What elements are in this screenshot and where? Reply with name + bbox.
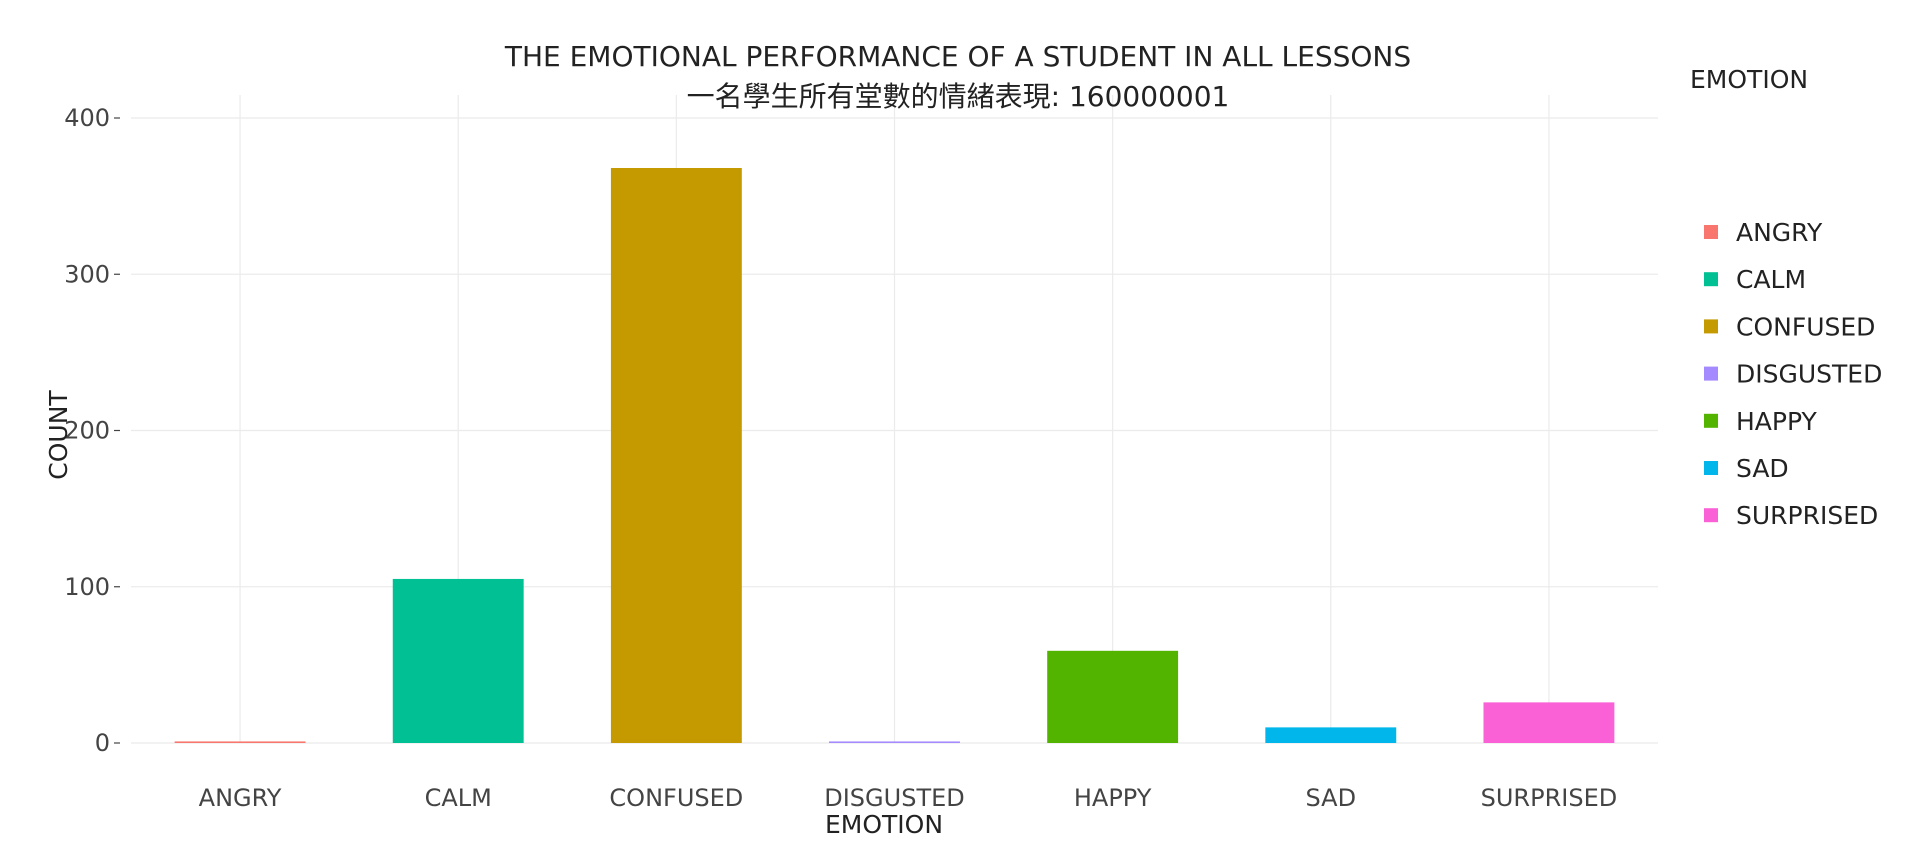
y-tick-label: 200 (64, 417, 110, 445)
x-tick-label: DISGUSTED (824, 784, 965, 812)
legend-item-sad: SAD (1736, 454, 1789, 483)
x-tick-label: ANGRY (199, 784, 282, 812)
legend-swatch (1704, 366, 1718, 381)
bar-surprised (1483, 702, 1615, 743)
y-tick-label: 0 (95, 729, 110, 757)
legend-swatch (1704, 508, 1718, 523)
legend-item-disgusted: DISGUSTED (1736, 360, 1882, 389)
legend-swatch (1704, 272, 1718, 287)
legend-title: EMOTION (1690, 65, 1808, 94)
bars (174, 168, 1615, 743)
bar-confused (610, 168, 742, 743)
y-axis-title: COUNT (44, 390, 73, 480)
x-tick-label: SURPRISED (1481, 784, 1618, 812)
x-tick-label: CALM (425, 784, 492, 812)
legend-swatch (1704, 319, 1718, 334)
y-tick-label: 300 (64, 260, 110, 288)
bar-sad (1265, 727, 1397, 743)
bar-happy (1047, 650, 1179, 743)
grid (131, 95, 1658, 744)
legend-item-calm: CALM (1736, 265, 1806, 294)
y-tick-label: 400 (64, 104, 110, 132)
legend-swatch (1704, 413, 1718, 428)
x-axis-title: EMOTION (825, 810, 943, 839)
chart-title: THE EMOTIONAL PERFORMANCE OF A STUDENT I… (504, 40, 1411, 73)
legend: EMOTION ANGRY CALM CONFUSED DISGUSTED HAPPY S… (1690, 65, 1882, 530)
legend-item-surprised: SURPRISED (1736, 501, 1878, 530)
legend-swatch (1704, 225, 1718, 239)
legend-item-angry: ANGRY (1736, 218, 1823, 247)
x-tick-label: CONFUSED (609, 784, 743, 812)
legend-item-happy: HAPPY (1736, 407, 1818, 436)
bar-angry (174, 741, 306, 743)
x-tick-label: HAPPY (1074, 784, 1152, 812)
legend-item-confused: CONFUSED (1736, 312, 1875, 341)
x-tick-label: SAD (1305, 784, 1356, 812)
chart-subtitle: 一名學生所有堂數的情緒表現: 160000001 (687, 80, 1230, 113)
x-axis: ANGRY CALM CONFUSED DISGUSTED HAPPY SAD SURPRI… (199, 784, 1618, 812)
y-tick-label: 100 (64, 573, 110, 601)
y-axis: 0 100 200 300 400 (64, 104, 120, 757)
bar-calm (392, 578, 524, 743)
bar-disgusted (829, 741, 960, 743)
legend-swatch (1704, 461, 1718, 475)
